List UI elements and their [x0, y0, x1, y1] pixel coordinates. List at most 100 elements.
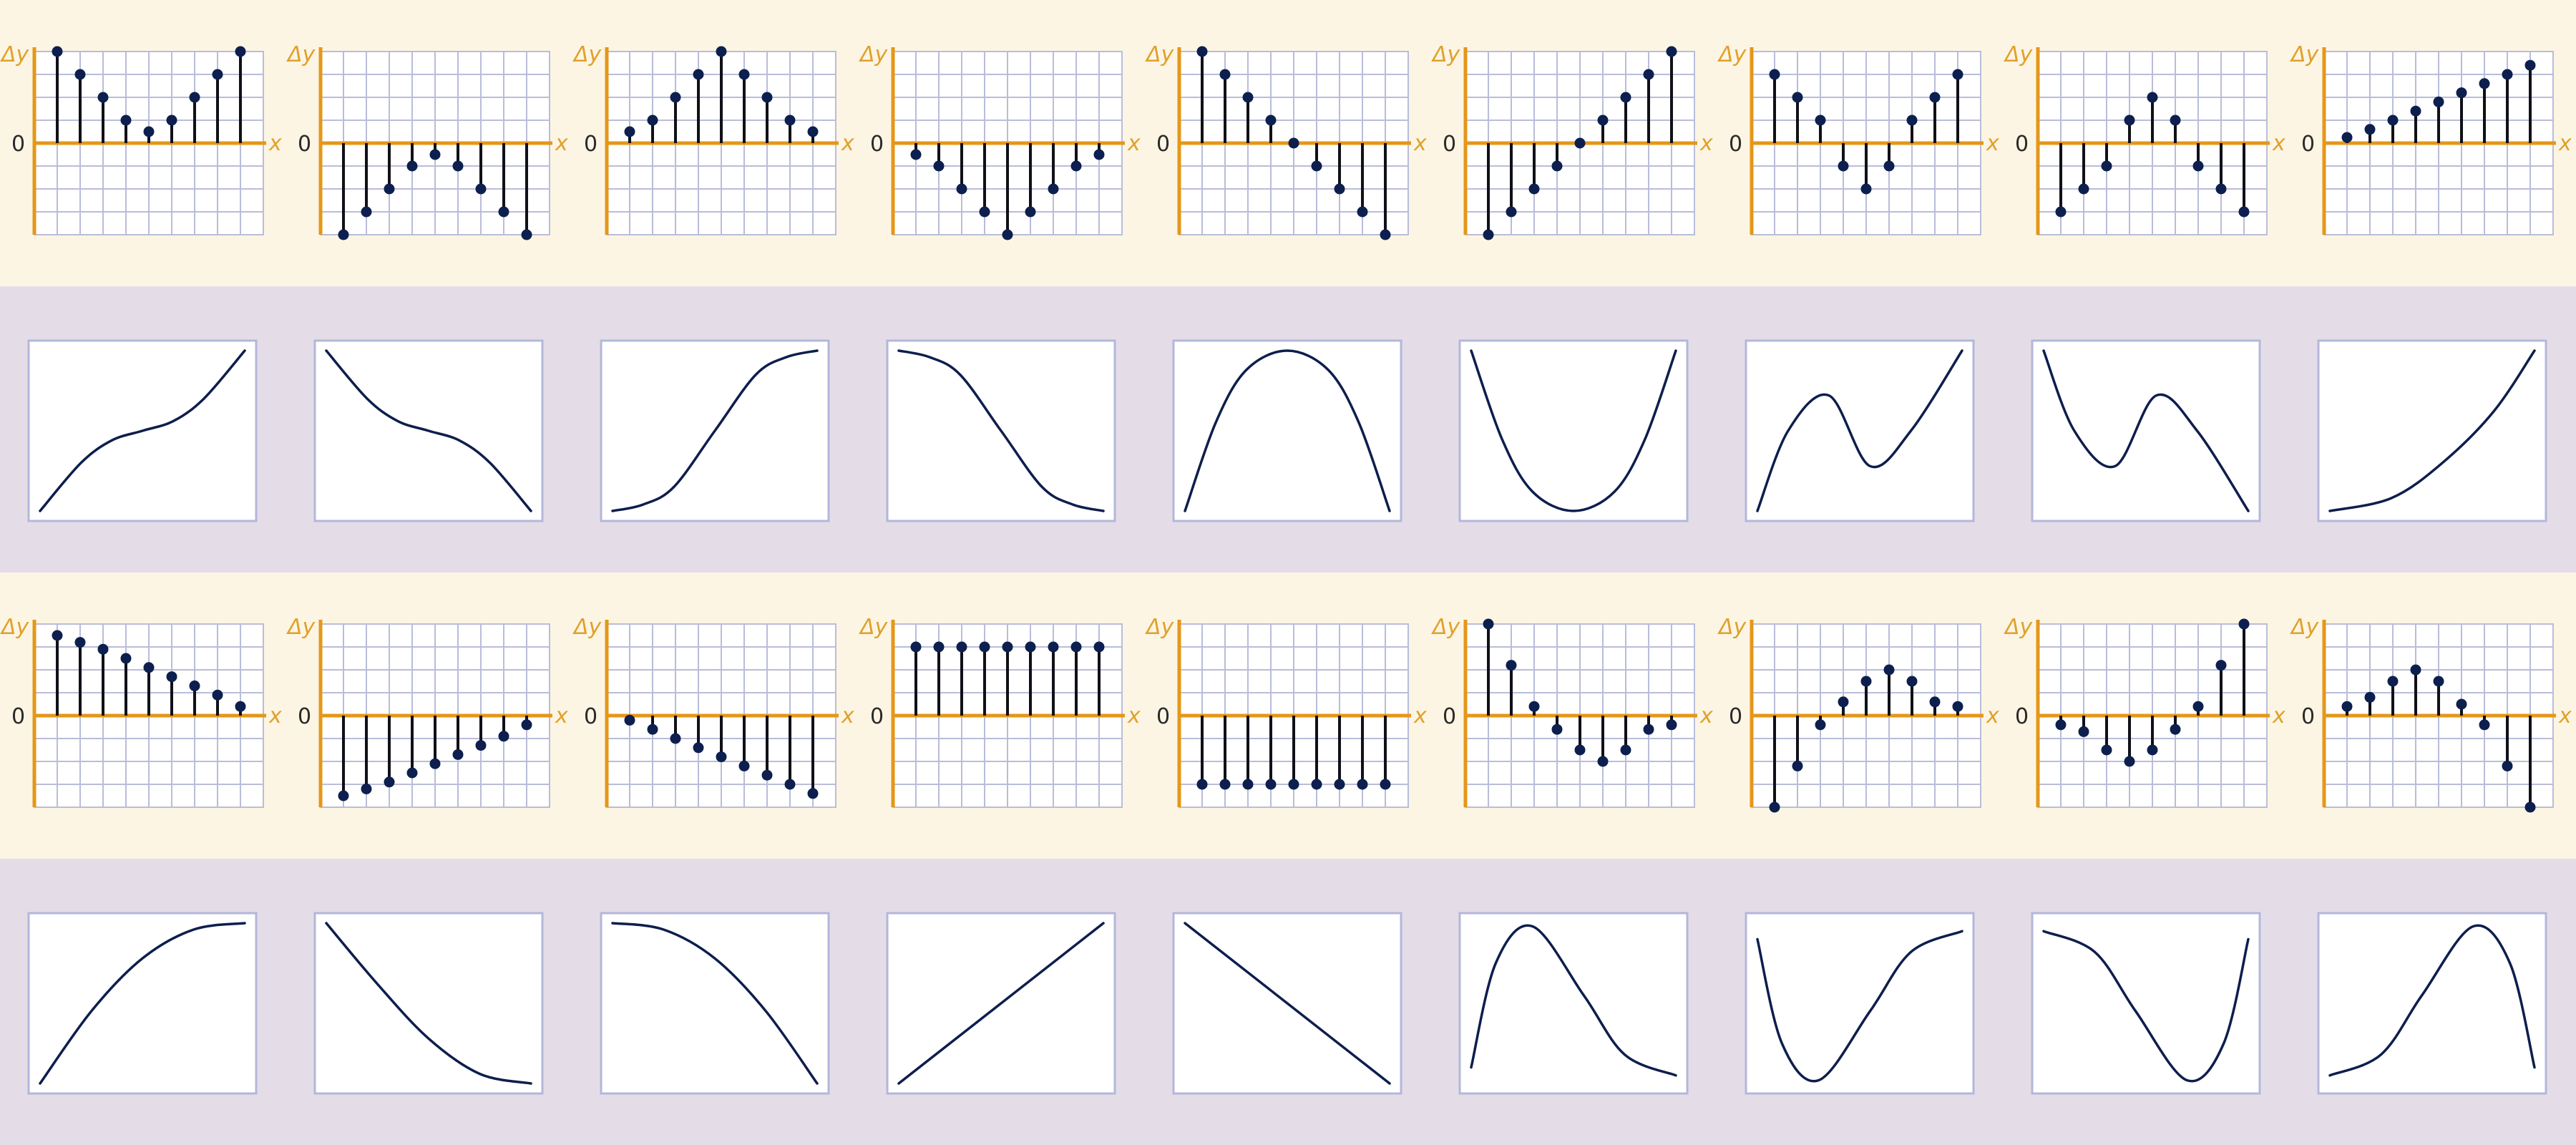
stem-dot [1196, 779, 1208, 790]
stem-dot [1952, 69, 1963, 80]
stem-dot [2124, 114, 2135, 126]
function-curve [2042, 930, 2250, 1083]
stem-dot [1792, 760, 1803, 771]
stem-dot [2479, 78, 2490, 89]
stem-dot [956, 641, 967, 653]
stem-dot [2479, 719, 2490, 731]
x-axis-label: x [555, 703, 568, 729]
curve-frame [2031, 339, 2261, 522]
stem-dot [429, 149, 441, 160]
stem-dot [235, 701, 246, 712]
stem-dot [189, 680, 200, 691]
x-axis-label: x [555, 131, 568, 156]
x-axis-label: x [268, 703, 282, 729]
stem-plot: Δy x 0 [1145, 615, 1427, 808]
stem-dot [979, 206, 990, 218]
stem-dot [2524, 802, 2536, 813]
zero-label: 0 [584, 132, 597, 157]
zero-label: 0 [298, 704, 311, 729]
function-curve [1184, 349, 1391, 512]
stem-dot [2238, 618, 2250, 630]
delta-y-label: Δy [1145, 615, 1175, 640]
delta-y-label: Δy [572, 42, 602, 67]
function-curve [1470, 349, 1677, 512]
delta-y-label: Δy [859, 42, 889, 67]
stem-dot [784, 114, 796, 126]
stem-dot [2147, 744, 2158, 756]
curve-plot [886, 912, 1116, 1095]
curve-frame [313, 912, 544, 1095]
curve-plot [1745, 912, 1975, 1095]
x-axis-label: x [2272, 131, 2285, 156]
curve-plot [1172, 912, 1402, 1095]
x-axis-label: x [2558, 703, 2572, 729]
stem-dot [120, 114, 132, 126]
stem-dot [1048, 183, 1059, 195]
stem-dot [2101, 744, 2112, 756]
curve-frame [2317, 912, 2547, 1095]
stem-dot [1906, 676, 1918, 687]
function-curve [39, 922, 246, 1085]
function-curve [1756, 349, 1963, 512]
function-curve [897, 349, 1105, 512]
delta-y-label: Δy [2004, 615, 2034, 640]
stem-dot [2364, 124, 2376, 135]
stem-dot [956, 183, 967, 195]
stem-dot [910, 641, 922, 653]
stem-dot [2192, 701, 2204, 712]
curve-plot [313, 339, 544, 522]
stem-dot [452, 160, 464, 172]
curve-frame [600, 912, 830, 1095]
delta-y-label: Δy [1717, 615, 1747, 640]
x-axis-label: x [1986, 131, 1999, 156]
stem-dot [1311, 160, 1322, 172]
stem-dot [1815, 114, 1826, 126]
stem-dot [97, 92, 109, 103]
stem-dot [1357, 779, 1368, 790]
zero-label: 0 [870, 704, 884, 729]
curve-plot [2317, 339, 2547, 522]
stem-dot [521, 229, 532, 240]
stem-dot [1643, 69, 1654, 80]
curve-frame [1745, 912, 1975, 1095]
curve-plot [2031, 912, 2261, 1095]
curve-frame [27, 912, 258, 1095]
stem-dot [1860, 676, 1872, 687]
stem-dot [1792, 92, 1803, 103]
stem-dot [2341, 132, 2353, 143]
stem-dot [97, 643, 109, 655]
stem-dot [1620, 92, 1631, 103]
stem-dot [2170, 114, 2181, 126]
stem-dot [670, 92, 681, 103]
x-axis-label: x [1699, 703, 1713, 729]
delta-y-label: Δy [0, 615, 30, 640]
stem-dot [498, 731, 509, 742]
stem-dot [406, 160, 418, 172]
x-axis-label: x [1413, 703, 1427, 729]
stem-dot [2502, 69, 2513, 80]
x-axis-label: x [268, 131, 282, 156]
curve-plot [2031, 339, 2261, 522]
function-curve [1470, 924, 1677, 1077]
zero-label: 0 [1729, 704, 1742, 729]
curve-plot [1745, 339, 1975, 522]
stem-dot [166, 671, 177, 683]
stem-dot [2124, 756, 2135, 767]
stem-dot [1242, 779, 1254, 790]
stem-dot [1952, 701, 1963, 712]
stem-dot [1219, 69, 1231, 80]
stem-dot [475, 183, 487, 195]
stem-dot [1025, 641, 1036, 653]
function-curve [611, 922, 819, 1085]
stem-dot [475, 740, 487, 751]
function-curve [2328, 349, 2536, 512]
stem-plot: Δy x 0 [2290, 42, 2572, 235]
stem-dot [1883, 664, 1895, 676]
stem-dot [1815, 719, 1826, 731]
x-axis-label: x [841, 131, 854, 156]
stem-dot [1002, 641, 1013, 653]
delta-y-label: Δy [1431, 42, 1461, 67]
function-curve [325, 922, 532, 1085]
curve-plot [1458, 339, 1689, 522]
stem-dot [933, 641, 945, 653]
